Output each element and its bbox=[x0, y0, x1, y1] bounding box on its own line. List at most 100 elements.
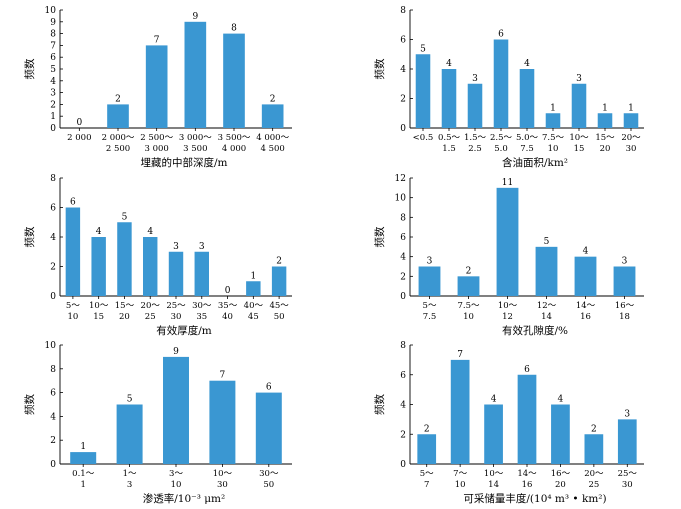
y-tick-label: 6 bbox=[50, 53, 56, 63]
y-axis-label: 频数 bbox=[373, 394, 386, 415]
chart-panel-2: 0 2 4 6 8 频数 5 <0.5 4 0.5～1.5 3 1.5～2.5 6 2.5～5.0 4 5.0… bbox=[373, 6, 644, 169]
y-tick-label: 2 bbox=[400, 430, 406, 440]
x-tick-label: 10 bbox=[171, 480, 182, 490]
x-tick-label: 2 000～ bbox=[102, 133, 135, 143]
x-tick-label: 5～ bbox=[420, 469, 434, 479]
x-tick-label: 45 bbox=[248, 312, 259, 322]
x-tick-label: 35 bbox=[196, 312, 207, 322]
bar-value-label: 7 bbox=[457, 350, 463, 360]
y-tick-label: 4 bbox=[50, 233, 56, 243]
x-tick-label: 2 500 bbox=[106, 144, 130, 154]
bar-value-label: 9 bbox=[173, 347, 179, 357]
bar-value-label: 6 bbox=[524, 365, 530, 375]
x-tick-label: 0.1～ bbox=[72, 469, 95, 479]
y-tick-label: 0 bbox=[400, 460, 406, 470]
x-tick-label: 5～ bbox=[423, 301, 437, 311]
bar-value-label: 3 bbox=[472, 74, 478, 84]
x-tick-label: 20～ bbox=[584, 469, 604, 479]
x-tick-label: 10～ bbox=[213, 469, 233, 479]
x-tick-label: 15 bbox=[93, 312, 104, 322]
x-axis-label: 有效厚度/m bbox=[156, 324, 212, 337]
bar bbox=[519, 69, 535, 128]
bar bbox=[65, 207, 81, 296]
x-tick-label: 2 000 bbox=[67, 133, 91, 143]
bar-value-label: 4 bbox=[147, 227, 153, 237]
x-tick-label: 5.0～ bbox=[516, 133, 539, 143]
y-tick-label: 10 bbox=[45, 341, 57, 351]
y-tick-label: 0 bbox=[50, 292, 56, 302]
bar-value-label: 0 bbox=[225, 286, 231, 296]
bar-value-label: 6 bbox=[498, 30, 504, 40]
bar bbox=[145, 45, 168, 128]
y-tick-label: 1 bbox=[50, 112, 56, 122]
x-tick-label: 50 bbox=[263, 480, 274, 490]
bar-value-label: 3 bbox=[576, 74, 582, 84]
bar bbox=[107, 104, 129, 128]
x-tick-label: 7.5～ bbox=[542, 133, 565, 143]
y-tick-label: 0 bbox=[50, 460, 56, 470]
y-tick-label: 3 bbox=[50, 89, 56, 99]
x-tick-label: 14～ bbox=[576, 301, 596, 311]
x-tick-label: 7.5～ bbox=[457, 301, 480, 311]
y-axis-label: 频数 bbox=[23, 394, 36, 415]
x-tick-label: 20～ bbox=[141, 301, 161, 311]
x-tick-label: 16 bbox=[580, 312, 591, 322]
x-tick-label: 2 500～ bbox=[140, 133, 173, 143]
x-tick-label: 10 bbox=[67, 312, 78, 322]
x-tick-label: 15～ bbox=[595, 133, 615, 143]
bar bbox=[493, 39, 509, 128]
bar bbox=[457, 276, 480, 296]
x-tick-label: 30 bbox=[626, 144, 637, 154]
x-tick-label: 3～ bbox=[169, 469, 183, 479]
x-axis-label: 含油面积/km² bbox=[502, 156, 568, 169]
bar bbox=[246, 281, 261, 296]
bar-value-label: 6 bbox=[70, 198, 76, 208]
x-axis-label: 埋藏的中部深度/m bbox=[141, 156, 228, 169]
x-tick-label: 4 000～ bbox=[256, 133, 289, 143]
chart-panel-5: 0246810频数10.1～151～393～10710～30630～50渗透率/… bbox=[23, 341, 292, 505]
x-tick-label: 0.5～ bbox=[438, 133, 461, 143]
bar-value-label: 11 bbox=[502, 178, 513, 188]
x-tick-label: 10 bbox=[455, 480, 466, 490]
bar-value-label: 4 bbox=[491, 395, 497, 405]
bar-value-label: 1 bbox=[250, 271, 256, 281]
x-axis-label: 有效孔隙度/% bbox=[502, 324, 568, 337]
x-tick-label: 4 000 bbox=[222, 144, 246, 154]
x-tick-label: 25～ bbox=[618, 469, 638, 479]
bar-value-label: 5 bbox=[122, 212, 128, 222]
bar bbox=[574, 256, 597, 296]
x-tick-label: 7 bbox=[424, 480, 429, 490]
bar-value-label: 4 bbox=[96, 227, 102, 237]
x-axis-label: 渗透率/10⁻³ μm² bbox=[143, 492, 225, 505]
y-tick-label: 2 bbox=[50, 100, 56, 110]
x-tick-label: 1.5 bbox=[442, 144, 456, 154]
chart-panel-6: 02468频数25～777～10410～14614～16416～20220～25… bbox=[373, 341, 644, 505]
bar bbox=[496, 187, 519, 296]
bar-value-label: 4 bbox=[524, 59, 530, 69]
bar-value-label: 3 bbox=[199, 242, 205, 252]
bar-value-label: 1 bbox=[602, 103, 608, 113]
x-tick-label: 7.5 bbox=[423, 312, 437, 322]
y-tick-label: 8 bbox=[400, 213, 406, 223]
bar bbox=[168, 251, 184, 296]
x-tick-label: 7.5 bbox=[520, 144, 534, 154]
y-tick-label: 6 bbox=[50, 389, 56, 399]
bar bbox=[484, 404, 503, 464]
y-tick-label: 0 bbox=[400, 292, 406, 302]
bar-value-label: 3 bbox=[173, 242, 179, 252]
y-tick-label: 0 bbox=[50, 124, 56, 134]
bar bbox=[261, 104, 284, 128]
x-tick-label: 20 bbox=[119, 312, 130, 322]
x-tick-label: 25～ bbox=[166, 301, 186, 311]
bar-value-label: 3 bbox=[624, 409, 630, 419]
bar-value-label: 2 bbox=[466, 266, 472, 276]
y-axis-label: 频数 bbox=[23, 226, 36, 247]
y-tick-label: 8 bbox=[50, 174, 56, 184]
bar-value-label: 8 bbox=[231, 24, 237, 34]
x-tick-label: 30～ bbox=[259, 469, 279, 479]
x-tick-label: 3 bbox=[127, 480, 132, 490]
y-tick-label: 9 bbox=[50, 18, 56, 28]
x-tick-label: 16～ bbox=[551, 469, 571, 479]
